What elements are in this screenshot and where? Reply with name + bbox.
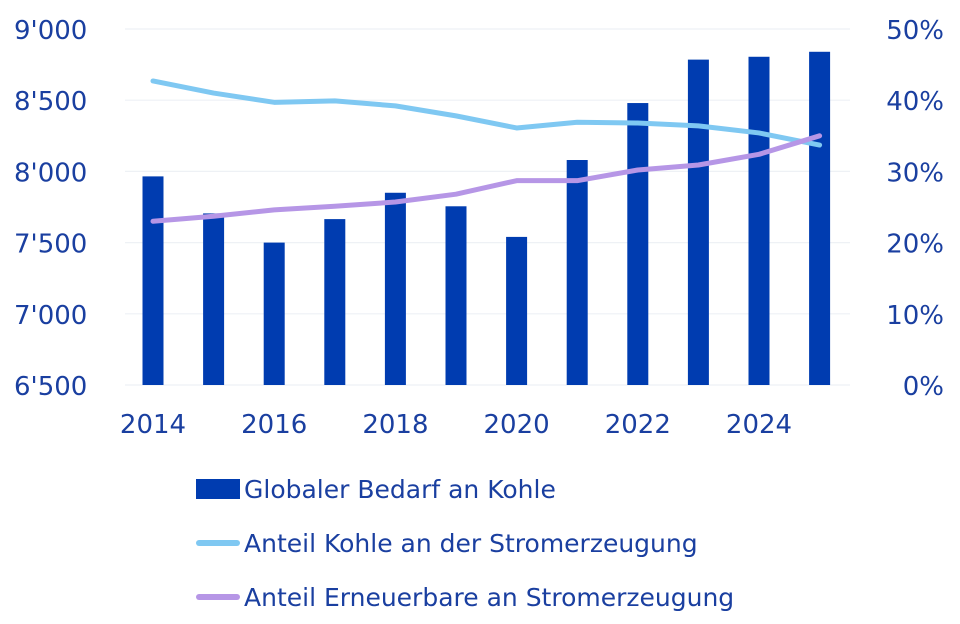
x-tick-label: 2020	[484, 410, 550, 440]
left-tick-label: 8'500	[14, 87, 87, 117]
right-tick-label: 0%	[903, 372, 944, 402]
right-tick-label: 20%	[886, 230, 944, 260]
combo-chart: 6'500 7'000 7'500 8'000 8'500 9'000 0% 10% 20% 3…	[0, 0, 960, 450]
legend-item-coal-demand: Globaler Bedarf an Kohle	[196, 462, 734, 516]
bar-2022	[627, 103, 648, 385]
legend-swatch-bar	[196, 479, 240, 499]
bar-2014	[143, 176, 164, 385]
bar-2019	[446, 206, 467, 385]
legend-swatch-line	[196, 540, 240, 546]
right-tick-label: 40%	[886, 87, 944, 117]
bar-2021	[567, 160, 588, 385]
bar-2016	[264, 243, 285, 385]
legend-item-renewables-share: Anteil Erneuerbare an Stromerzeugung	[196, 570, 734, 624]
right-axis-ticks: 0% 10% 20% 30% 40% 50%	[886, 16, 944, 402]
right-tick-label: 30%	[886, 158, 944, 188]
bar-2015	[203, 213, 224, 385]
x-tick-label: 2018	[362, 410, 428, 440]
gridlines	[125, 29, 850, 385]
line-series-1	[153, 81, 820, 145]
bar-2018	[385, 193, 406, 385]
bar-2025	[809, 52, 830, 385]
right-tick-label: 10%	[886, 301, 944, 331]
bar-2017	[324, 219, 345, 385]
legend: Globaler Bedarf an Kohle Anteil Kohle an…	[196, 462, 734, 624]
x-tick-label: 2014	[120, 410, 186, 440]
legend-item-coal-share: Anteil Kohle an der Stromerzeugung	[196, 516, 734, 570]
legend-label: Anteil Kohle an der Stromerzeugung	[244, 529, 698, 558]
left-tick-label: 7'000	[14, 301, 87, 331]
bar-2023	[688, 60, 709, 385]
legend-label: Anteil Erneuerbare an Stromerzeugung	[244, 583, 734, 612]
line-series	[153, 81, 820, 221]
x-tick-label: 2016	[241, 410, 307, 440]
legend-swatch-line	[196, 594, 240, 600]
legend-label: Globaler Bedarf an Kohle	[244, 475, 556, 504]
left-tick-label: 6'500	[14, 372, 87, 402]
line-series-2	[153, 136, 820, 221]
x-tick-label: 2024	[726, 410, 792, 440]
x-axis-ticks: 2014 2016 2018 2020 2022 2024	[120, 410, 792, 440]
left-tick-label: 8'000	[14, 158, 87, 188]
bar-2020	[506, 237, 527, 385]
left-tick-label: 7'500	[14, 230, 87, 260]
left-axis-ticks: 6'500 7'000 7'500 8'000 8'500 9'000	[14, 16, 87, 402]
x-tick-label: 2022	[605, 410, 671, 440]
left-tick-label: 9'000	[14, 16, 87, 46]
bar-2024	[749, 57, 770, 385]
bar-series	[143, 52, 831, 385]
right-tick-label: 50%	[886, 16, 944, 46]
